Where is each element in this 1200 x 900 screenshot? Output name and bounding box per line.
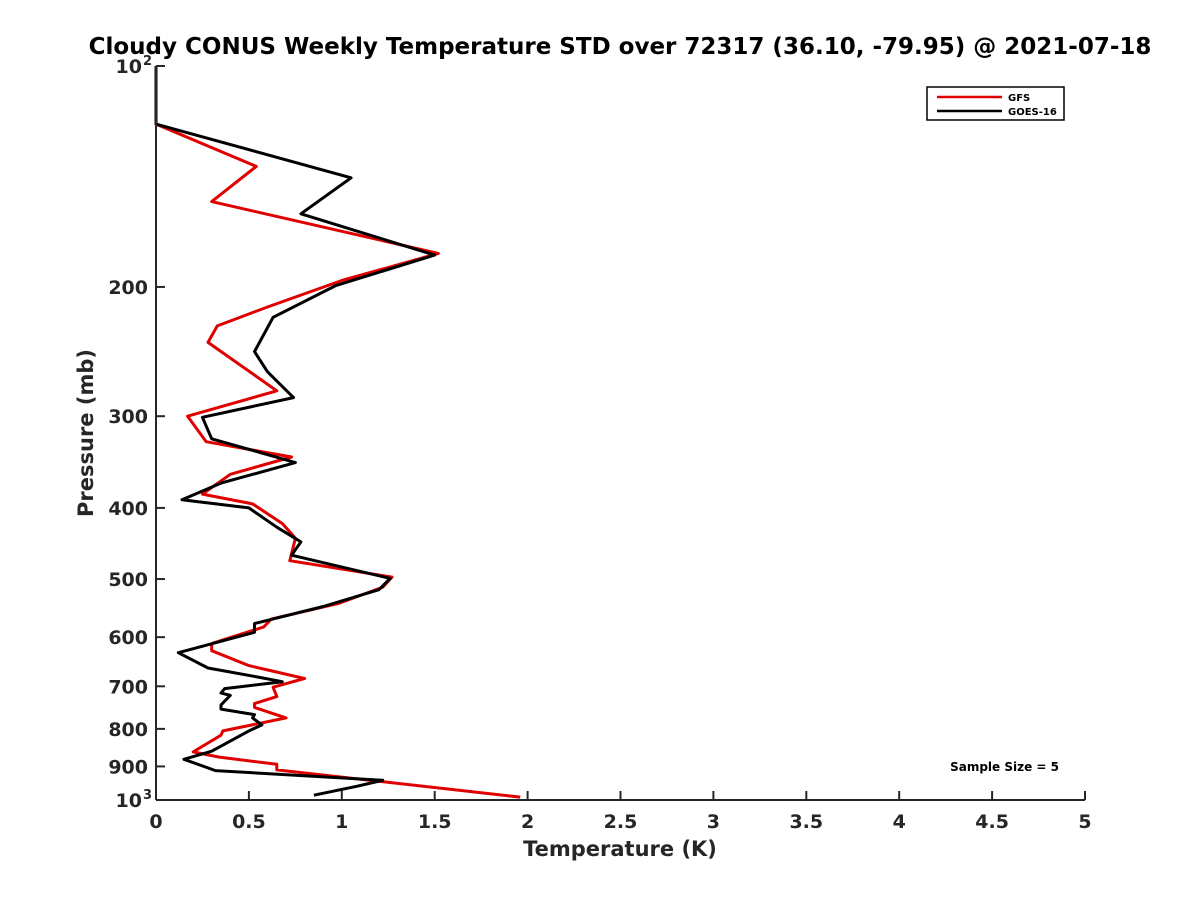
y-tick-label: 700: [108, 676, 148, 698]
x-tick-label: 0.5: [232, 811, 266, 833]
plot-lines: [154, 66, 521, 799]
x-tick-label: 4.5: [975, 811, 1009, 833]
legend-box: [926, 86, 1065, 121]
x-tick-label: 3: [707, 811, 720, 833]
legend: GFS GOES-16: [926, 86, 1065, 121]
x-axis-label: Temperature (K): [523, 837, 717, 861]
y-tick-label: 10: [116, 56, 142, 78]
x-tick-label: 3.5: [789, 811, 823, 833]
y-tick-label: 400: [108, 498, 148, 520]
y-tick-label: 10: [116, 790, 142, 812]
legend-label-gfs: GFS: [1008, 93, 1030, 104]
y-axis-label: Pressure (mb): [74, 349, 98, 517]
y-tick-label: 600: [108, 627, 148, 649]
y-tick-exponent: 2: [143, 54, 152, 69]
axes: [155, 66, 1085, 801]
x-tick-label: 1: [335, 811, 348, 833]
legend-label-goes16: GOES-16: [1008, 107, 1057, 118]
x-tick-label: 1.5: [418, 811, 452, 833]
y-tick-label: 300: [108, 406, 148, 428]
y-tick-label: 900: [108, 756, 148, 778]
x-tick-label: 2: [521, 811, 534, 833]
y-tick-label: 500: [108, 569, 148, 591]
x-ticks: 0 0.5 1 1.5 2 2.5 3 3.5 4 4.5 5: [149, 791, 1092, 833]
y-tick-label: 800: [108, 719, 148, 741]
x-tick-label: 0: [149, 811, 162, 833]
y-tick-exponent: 3: [143, 788, 152, 803]
x-tick-label: 4: [893, 811, 906, 833]
x-tick-label: 5: [1078, 811, 1091, 833]
chart-title: Cloudy CONUS Weekly Temperature STD over…: [89, 34, 1152, 60]
y-tick-label: 200: [108, 277, 148, 299]
x-tick-label: 2.5: [604, 811, 638, 833]
sample-size-annotation: Sample Size = 5: [950, 760, 1059, 774]
series-line-goes16: [154, 66, 437, 797]
